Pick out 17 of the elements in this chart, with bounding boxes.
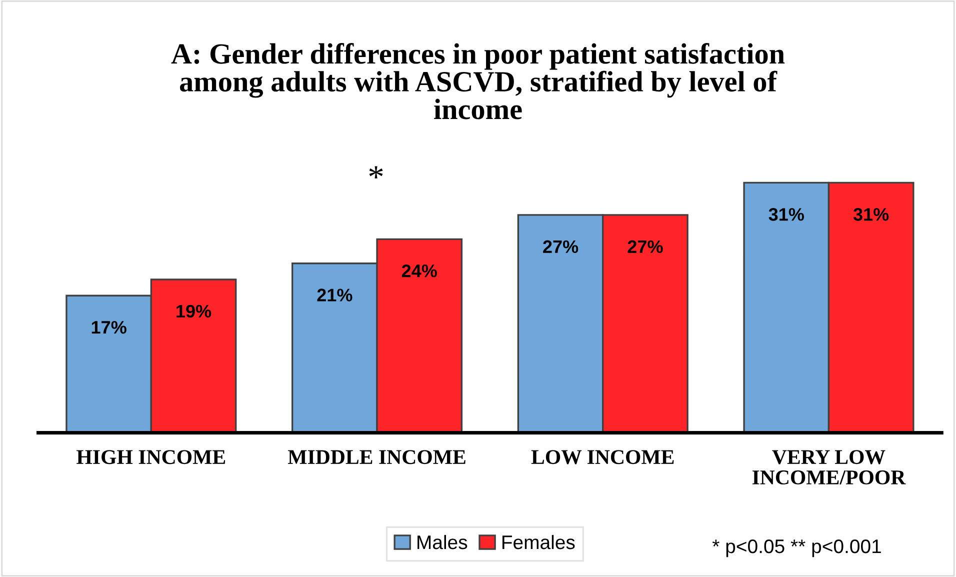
x-tick-label: MIDDLE INCOME [288, 450, 466, 464]
text: * [369, 166, 383, 178]
x-tick-label: LOW INCOME [531, 450, 674, 464]
data-label: 27% [628, 240, 663, 254]
text: * p<0.05 ** p<0.001 [712, 539, 881, 558]
data-label: 17% [92, 320, 126, 334]
legend-label: Females [502, 534, 575, 550]
data-label: 19% [176, 304, 212, 318]
legend-label: Males [418, 534, 468, 550]
data-label: 31% [853, 208, 889, 221]
data-label: 24% [402, 264, 437, 278]
data-label: 21% [317, 288, 352, 302]
data-label: 31% [768, 208, 804, 221]
data-label: 27% [543, 240, 578, 254]
x-tick-label: VERY LOW INCOME/POOR [752, 450, 906, 484]
x-tick-label: HIGH INCOME [76, 450, 226, 464]
chart-title: A: Gender differences in poor patient satisfaction among adults with ASCVD, stratified by level of income [171, 43, 785, 120]
